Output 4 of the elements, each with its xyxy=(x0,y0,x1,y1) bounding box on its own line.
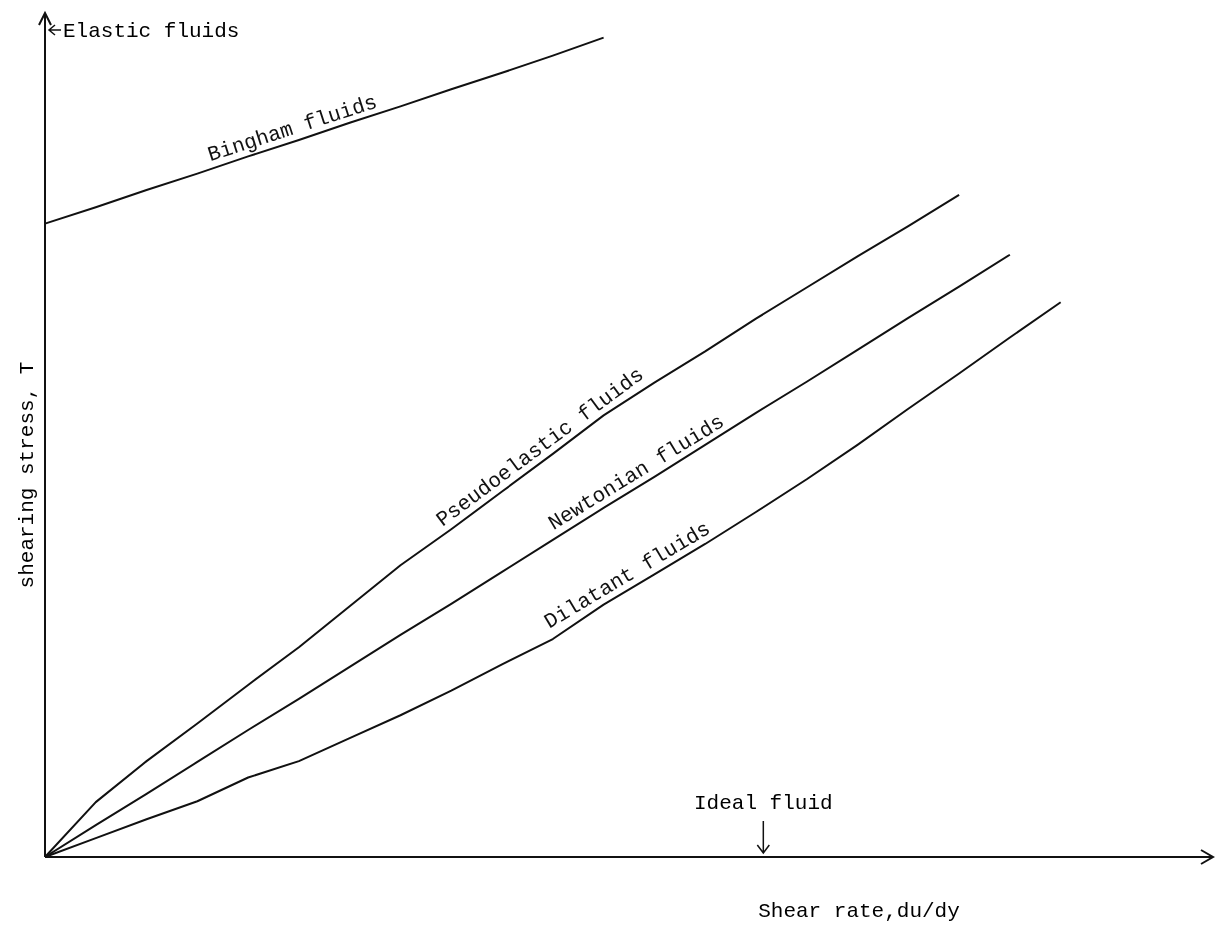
y-axis-title: shearing stress, T xyxy=(16,361,39,589)
annotation: Elastic fluids xyxy=(63,20,240,43)
annotation: Ideal fluid xyxy=(694,792,833,815)
x-axis-title: Shear rate,du/dy xyxy=(758,900,960,923)
